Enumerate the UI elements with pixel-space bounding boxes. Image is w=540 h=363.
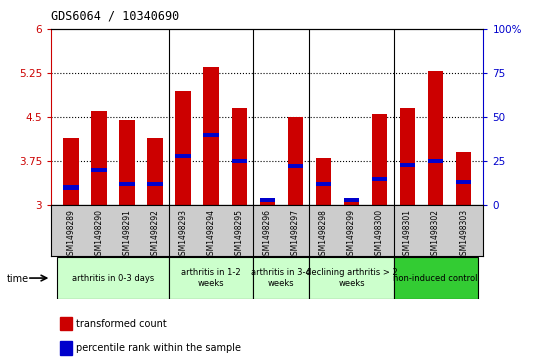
Bar <box>147 138 163 205</box>
Bar <box>456 180 471 184</box>
Bar <box>344 200 359 205</box>
Text: GDS6064 / 10340690: GDS6064 / 10340690 <box>51 9 179 22</box>
Text: time: time <box>7 274 29 284</box>
Bar <box>119 120 135 205</box>
Bar <box>428 71 443 205</box>
Text: GSM1498295: GSM1498295 <box>235 209 244 260</box>
Text: GSM1498303: GSM1498303 <box>459 209 468 260</box>
Bar <box>176 91 191 205</box>
Bar <box>344 198 359 202</box>
Text: transformed count: transformed count <box>76 318 167 329</box>
Bar <box>63 138 79 205</box>
Bar <box>232 159 247 163</box>
Text: GSM1498289: GSM1498289 <box>66 209 76 260</box>
Text: arthritis in 1-2
weeks: arthritis in 1-2 weeks <box>181 268 241 288</box>
Text: GSM1498292: GSM1498292 <box>151 209 160 260</box>
Bar <box>63 185 79 189</box>
Text: GSM1498300: GSM1498300 <box>375 209 384 260</box>
Text: GSM1498293: GSM1498293 <box>179 209 187 260</box>
Bar <box>147 182 163 186</box>
Bar <box>400 108 415 205</box>
Bar <box>60 317 72 330</box>
Text: GSM1498290: GSM1498290 <box>94 209 104 260</box>
Text: GSM1498299: GSM1498299 <box>347 209 356 260</box>
Bar <box>119 182 135 186</box>
Bar <box>316 182 331 186</box>
Bar <box>456 152 471 205</box>
FancyBboxPatch shape <box>309 257 394 299</box>
Text: declining arthritis > 2
weeks: declining arthritis > 2 weeks <box>306 268 397 288</box>
Text: GSM1498294: GSM1498294 <box>207 209 215 260</box>
Text: non-induced control: non-induced control <box>393 274 478 282</box>
Bar <box>60 342 72 355</box>
Bar <box>204 67 219 205</box>
Text: GSM1498297: GSM1498297 <box>291 209 300 260</box>
Bar <box>428 159 443 163</box>
Bar <box>176 154 191 158</box>
Bar <box>204 132 219 137</box>
Text: GSM1498291: GSM1498291 <box>123 209 132 260</box>
Text: arthritis in 3-4
weeks: arthritis in 3-4 weeks <box>252 268 311 288</box>
Bar <box>288 117 303 205</box>
FancyBboxPatch shape <box>169 257 253 299</box>
Bar <box>91 168 107 172</box>
Text: GSM1498301: GSM1498301 <box>403 209 412 260</box>
Text: percentile rank within the sample: percentile rank within the sample <box>76 343 241 353</box>
Bar <box>372 114 387 205</box>
Text: GSM1498296: GSM1498296 <box>263 209 272 260</box>
Bar <box>400 163 415 167</box>
FancyBboxPatch shape <box>394 257 478 299</box>
Text: GSM1498298: GSM1498298 <box>319 209 328 260</box>
Bar <box>232 108 247 205</box>
FancyBboxPatch shape <box>57 257 169 299</box>
Bar <box>91 111 107 205</box>
Bar <box>372 177 387 181</box>
Bar <box>260 201 275 205</box>
FancyBboxPatch shape <box>253 257 309 299</box>
Bar <box>316 158 331 205</box>
Bar <box>288 164 303 168</box>
Bar <box>260 198 275 202</box>
Text: arthritis in 0-3 days: arthritis in 0-3 days <box>72 274 154 282</box>
Text: GSM1498302: GSM1498302 <box>431 209 440 260</box>
